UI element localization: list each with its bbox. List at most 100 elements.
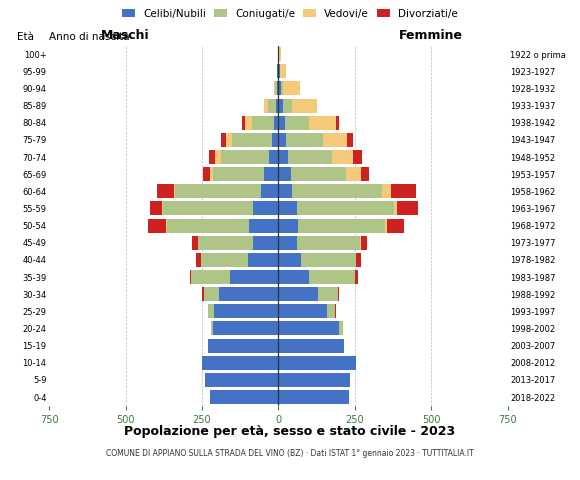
Text: COMUNE DI APPIANO SULLA STRADA DEL VINO (BZ) · Dati ISTAT 1° gennaio 2023 · TUTT: COMUNE DI APPIANO SULLA STRADA DEL VINO …: [106, 449, 474, 458]
Bar: [288, 150, 332, 164]
Bar: [278, 133, 286, 147]
Bar: [278, 150, 288, 164]
Bar: [252, 116, 274, 130]
Bar: [264, 98, 269, 113]
Bar: [394, 202, 397, 216]
Bar: [277, 82, 278, 96]
Bar: [249, 218, 278, 233]
Text: Popolazione per età, sesso e stato civile - 2023: Popolazione per età, sesso e stato civil…: [125, 425, 455, 438]
Bar: [166, 218, 167, 233]
Bar: [278, 373, 350, 387]
Bar: [226, 133, 232, 147]
Bar: [298, 236, 360, 250]
Bar: [336, 116, 339, 130]
Bar: [298, 202, 394, 216]
Bar: [278, 184, 292, 198]
Bar: [245, 116, 252, 130]
Bar: [222, 150, 269, 164]
Bar: [322, 133, 347, 147]
Bar: [278, 322, 339, 336]
Bar: [232, 133, 271, 147]
Bar: [173, 184, 175, 198]
Text: Anno di nascita: Anno di nascita: [49, 32, 130, 42]
Bar: [260, 184, 278, 198]
Bar: [355, 270, 358, 284]
Bar: [209, 390, 278, 404]
Bar: [392, 184, 416, 198]
Bar: [202, 167, 211, 181]
Bar: [356, 253, 361, 267]
Bar: [274, 82, 276, 96]
Bar: [264, 167, 278, 181]
Bar: [269, 98, 276, 113]
Bar: [213, 167, 264, 181]
Bar: [346, 167, 361, 181]
Bar: [162, 202, 163, 216]
Bar: [192, 236, 198, 250]
Bar: [219, 287, 278, 301]
Bar: [280, 64, 286, 78]
Bar: [353, 150, 362, 164]
Bar: [292, 98, 317, 113]
Bar: [278, 64, 280, 78]
Bar: [276, 82, 277, 96]
Bar: [285, 116, 309, 130]
Bar: [276, 98, 278, 113]
Bar: [190, 270, 191, 284]
Bar: [397, 202, 418, 216]
Text: Età: Età: [17, 32, 34, 42]
Bar: [278, 116, 285, 130]
Bar: [292, 184, 382, 198]
Bar: [279, 47, 281, 61]
Bar: [302, 253, 356, 267]
Bar: [201, 253, 248, 267]
Bar: [271, 133, 278, 147]
Bar: [291, 167, 346, 181]
Bar: [242, 116, 245, 130]
Bar: [298, 218, 385, 233]
Text: Maschi: Maschi: [102, 29, 150, 42]
Bar: [248, 253, 278, 267]
Bar: [283, 82, 300, 96]
Bar: [214, 304, 278, 318]
Bar: [215, 150, 222, 164]
Bar: [278, 236, 298, 250]
Bar: [253, 202, 278, 216]
Bar: [278, 338, 344, 353]
Bar: [213, 322, 278, 336]
Bar: [278, 47, 279, 61]
Bar: [205, 373, 278, 387]
Bar: [211, 322, 213, 336]
Bar: [360, 236, 361, 250]
Bar: [278, 253, 302, 267]
Text: Femmine: Femmine: [399, 29, 463, 42]
Bar: [327, 304, 335, 318]
Bar: [196, 253, 201, 267]
Bar: [269, 150, 278, 164]
Bar: [338, 287, 339, 301]
Legend: Celibi/Nubili, Coniugati/e, Vedovi/e, Divorziati/e: Celibi/Nubili, Coniugati/e, Vedovi/e, Di…: [121, 8, 459, 20]
Bar: [278, 167, 291, 181]
Bar: [208, 304, 214, 318]
Bar: [278, 218, 298, 233]
Bar: [347, 133, 353, 147]
Bar: [150, 202, 162, 216]
Bar: [286, 133, 322, 147]
Bar: [204, 287, 219, 301]
Bar: [278, 202, 298, 216]
Bar: [157, 184, 173, 198]
Bar: [309, 116, 336, 130]
Bar: [382, 184, 392, 198]
Bar: [283, 98, 292, 113]
Bar: [361, 167, 368, 181]
Bar: [277, 64, 278, 78]
Bar: [278, 270, 309, 284]
Bar: [230, 270, 278, 284]
Bar: [202, 287, 204, 301]
Bar: [278, 390, 349, 404]
Bar: [281, 82, 283, 96]
Bar: [278, 98, 283, 113]
Bar: [208, 338, 278, 353]
Bar: [191, 270, 230, 284]
Bar: [332, 150, 353, 164]
